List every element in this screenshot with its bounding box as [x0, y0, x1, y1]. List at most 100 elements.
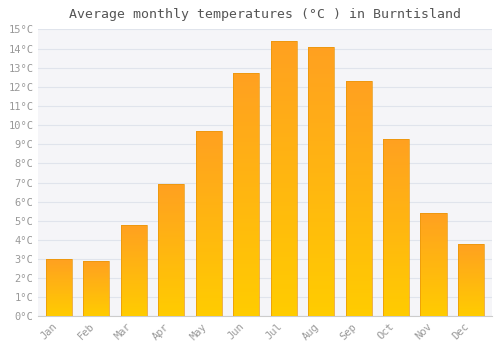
Bar [120, 287, 147, 289]
Bar [346, 273, 372, 277]
Bar [233, 228, 260, 231]
Bar [233, 159, 260, 162]
Bar [270, 73, 297, 78]
Bar [196, 220, 222, 224]
Bar [233, 247, 260, 252]
Bar [346, 289, 372, 293]
Bar [83, 303, 110, 304]
Bar [46, 273, 72, 274]
Bar [346, 105, 372, 108]
Bar [458, 278, 484, 279]
Bar [383, 201, 409, 204]
Bar [196, 205, 222, 208]
Bar [196, 217, 222, 220]
Bar [83, 269, 110, 270]
Bar [308, 253, 334, 258]
Bar [458, 247, 484, 248]
Bar [158, 202, 184, 204]
Bar [120, 313, 147, 315]
Bar [83, 295, 110, 296]
Bar [458, 253, 484, 255]
Bar [46, 285, 72, 286]
Bar [458, 292, 484, 293]
Bar [270, 151, 297, 156]
Bar [308, 83, 334, 87]
Bar [458, 264, 484, 266]
Bar [196, 279, 222, 282]
Bar [196, 215, 222, 217]
Bar [196, 131, 222, 316]
Bar [196, 199, 222, 202]
Bar [46, 313, 72, 314]
Bar [83, 266, 110, 267]
Bar [270, 179, 297, 183]
Bar [46, 272, 72, 273]
Bar [46, 299, 72, 300]
Bar [270, 197, 297, 202]
Bar [233, 191, 260, 195]
Bar [383, 228, 409, 230]
Bar [83, 281, 110, 282]
Bar [346, 179, 372, 183]
Bar [383, 260, 409, 263]
Bar [83, 310, 110, 311]
Bar [158, 184, 184, 187]
Bar [346, 211, 372, 215]
Bar [308, 65, 334, 69]
Bar [120, 232, 147, 234]
Bar [196, 165, 222, 168]
Bar [158, 229, 184, 231]
Bar [458, 309, 484, 310]
Bar [120, 243, 147, 245]
Bar [83, 276, 110, 277]
Bar [158, 266, 184, 268]
Bar [196, 190, 222, 193]
Bar [196, 252, 222, 254]
Bar [308, 114, 334, 119]
Bar [308, 199, 334, 204]
Bar [383, 225, 409, 228]
Bar [120, 241, 147, 243]
Bar [270, 160, 297, 165]
Bar [120, 315, 147, 316]
Bar [383, 162, 409, 165]
Bar [233, 122, 260, 126]
Bar [233, 256, 260, 260]
Bar [383, 168, 409, 171]
Bar [308, 51, 334, 56]
Bar [120, 261, 147, 263]
Bar [120, 303, 147, 304]
Bar [46, 300, 72, 301]
Bar [308, 204, 334, 209]
Bar [383, 210, 409, 213]
Bar [383, 266, 409, 269]
Bar [83, 261, 110, 316]
Bar [233, 114, 260, 118]
Bar [420, 249, 446, 251]
Bar [308, 101, 334, 105]
Bar [308, 141, 334, 146]
Bar [420, 286, 446, 287]
Bar [196, 298, 222, 301]
Bar [270, 55, 297, 59]
Bar [308, 258, 334, 262]
Bar [383, 296, 409, 299]
Bar [158, 233, 184, 235]
Bar [458, 287, 484, 289]
Title: Average monthly temperatures (°C ) in Burntisland: Average monthly temperatures (°C ) in Bu… [69, 8, 461, 21]
Bar [83, 285, 110, 286]
Bar [196, 196, 222, 199]
Bar [196, 245, 222, 248]
Bar [46, 294, 72, 295]
Bar [346, 215, 372, 218]
Bar [270, 137, 297, 142]
Bar [83, 280, 110, 281]
Bar [158, 272, 184, 275]
Bar [308, 78, 334, 83]
Bar [420, 311, 446, 313]
Bar [383, 186, 409, 189]
Bar [83, 267, 110, 268]
Bar [383, 251, 409, 254]
Bar [158, 253, 184, 255]
Bar [458, 301, 484, 302]
